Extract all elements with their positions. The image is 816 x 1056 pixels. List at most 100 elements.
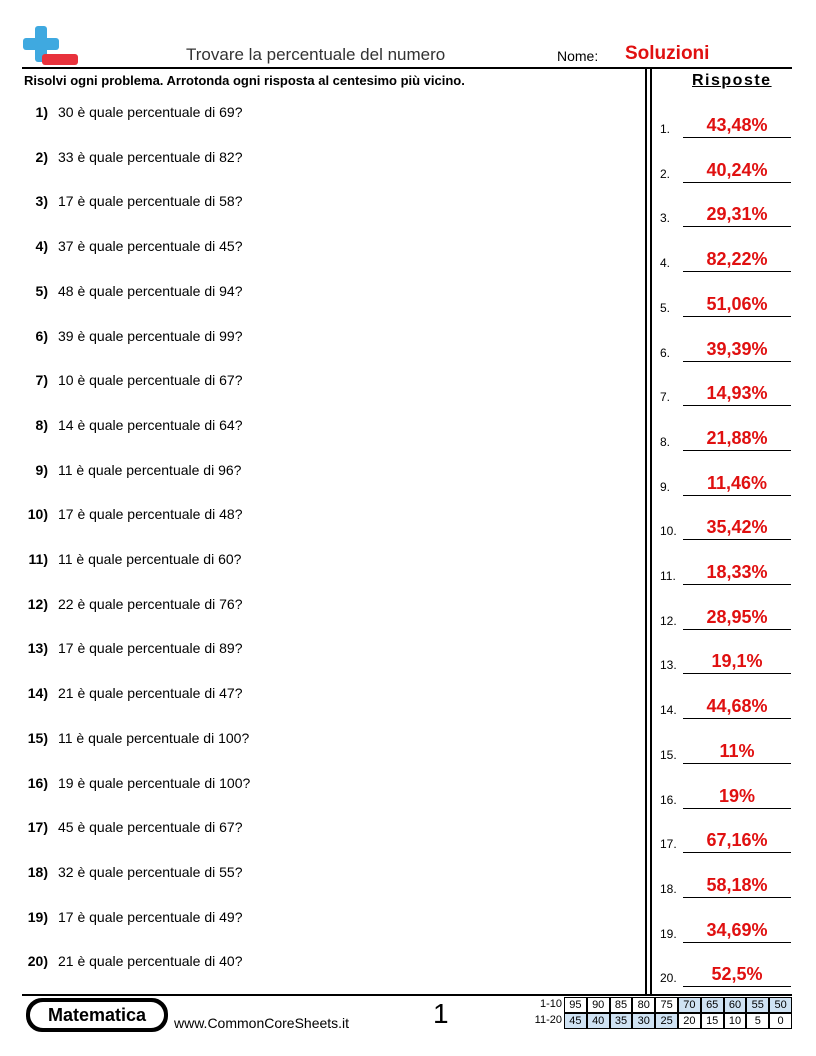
- answer-line: [683, 718, 791, 720]
- answer-value: 21,88%: [706, 427, 768, 448]
- answer-number: 10.: [660, 524, 677, 539]
- score-cell: 5: [746, 1013, 770, 1029]
- title: Trovare la percentuale del numero: [186, 45, 446, 64]
- answer-line: [683, 226, 791, 228]
- problem-text: 10 è quale percentuale di 67?: [58, 372, 243, 389]
- problem-text: 14 è quale percentuale di 64?: [58, 416, 243, 433]
- logo: [23, 26, 78, 65]
- score-cell: 20: [678, 1013, 701, 1029]
- answer-line: [683, 852, 791, 854]
- score-label: 11-20: [534, 1014, 562, 1026]
- problem-number: 13): [27, 640, 48, 657]
- answer-line: [683, 271, 791, 273]
- answer-line: [683, 673, 791, 675]
- answer-number: 5.: [660, 300, 671, 315]
- answer-value: 19,1%: [711, 651, 763, 672]
- answer-line: [683, 449, 791, 451]
- score-cell: 85: [609, 997, 633, 1013]
- divider: [645, 68, 647, 995]
- answer-value: 44,68%: [706, 696, 768, 717]
- problem-text: 48 è quale percentuale di 94?: [58, 282, 243, 299]
- score-cell: 90: [586, 997, 610, 1013]
- answer-number: 17.: [660, 837, 677, 852]
- answer-number: 7.: [660, 390, 671, 405]
- score-cell: 70: [678, 997, 701, 1013]
- answer-number: 20.: [660, 971, 677, 986]
- answer-line: [683, 584, 791, 585]
- problem-text: 39 è quale percentuale di 99?: [58, 327, 243, 344]
- score-cell: 80: [632, 997, 656, 1013]
- answer-value: 52,5%: [711, 964, 763, 985]
- answer-number: 3.: [660, 211, 671, 226]
- answer-number: 1.: [660, 122, 671, 136]
- brand-badge: Matematica: [26, 998, 168, 1032]
- answer-value: 19%: [718, 785, 756, 806]
- problem-text: 33 è quale percentuale di 82?: [58, 148, 243, 165]
- url: www.CommonCoreSheets.it: [174, 1015, 350, 1031]
- problem-text: 11 è quale percentuale di 60?: [58, 551, 242, 567]
- answer-line: [683, 181, 791, 183]
- problem-number: 5): [35, 282, 48, 299]
- answer-number: 12.: [660, 613, 677, 628]
- score-cell: 35: [609, 1013, 633, 1029]
- problem-text: 21 è quale percentuale di 40?: [58, 953, 243, 970]
- answer-number: 14.: [660, 703, 677, 718]
- answer-value: 14,93%: [706, 383, 768, 404]
- score-cell: 25: [655, 1013, 678, 1029]
- problem-text: 37 è quale percentuale di 45?: [58, 238, 243, 255]
- problem-text: 17 è quale percentuale di 48?: [58, 506, 243, 523]
- answer-line: [683, 896, 791, 898]
- answer-number: 4.: [660, 256, 671, 271]
- score-cell: 60: [723, 997, 747, 1013]
- score-cell: 65: [700, 997, 724, 1013]
- problem-text: 19 è quale percentuale di 100?: [58, 774, 251, 791]
- problem-text: 22 è quale percentuale di 76?: [58, 595, 243, 612]
- problem-text: 11 è quale percentuale di 96?: [58, 461, 242, 478]
- answer-line: [683, 405, 791, 407]
- header-rule: [22, 67, 792, 69]
- answer-value: 82,22%: [706, 249, 768, 270]
- score-cell: 15: [700, 1013, 724, 1029]
- answer-line: [683, 762, 791, 764]
- answer-value: 67,16%: [706, 830, 768, 851]
- answer-value: 51,06%: [706, 293, 768, 314]
- problem-text: 11 è quale percentuale di 100?: [58, 729, 250, 746]
- problem-number: 9): [35, 461, 48, 478]
- problem-number: 19): [27, 908, 48, 925]
- answer-number: 2.: [660, 166, 671, 181]
- answer-line: [683, 539, 791, 541]
- answer-line: [683, 315, 791, 317]
- answer-number: 8.: [660, 434, 671, 449]
- answer-value: 11%: [719, 740, 755, 761]
- problem-number: 15): [27, 729, 48, 746]
- answer-line: [683, 807, 791, 809]
- answer-line: [683, 941, 791, 943]
- answer-line: [683, 628, 791, 630]
- answer-number: 15.: [660, 747, 677, 762]
- problem-number: 8): [35, 416, 48, 433]
- answer-value: 35,42%: [706, 517, 768, 538]
- answer-number: 16.: [660, 792, 677, 807]
- score-cell: 45: [564, 1013, 587, 1029]
- answer-number: 6.: [660, 345, 671, 360]
- score-cell: 30: [632, 1013, 656, 1029]
- page-number: 1: [433, 998, 449, 1029]
- answer-number: 11.: [660, 569, 676, 583]
- problem-number: 14): [27, 685, 48, 702]
- problem-number: 4): [35, 238, 48, 255]
- score-cell: 75: [655, 997, 678, 1013]
- answer-line: [683, 137, 791, 138]
- answer-value: 11,46%: [706, 472, 768, 493]
- problem-number: 11): [28, 551, 48, 567]
- answer-number: 13.: [660, 658, 677, 673]
- answer-value: 28,95%: [706, 606, 768, 627]
- problem-text: 17 è quale percentuale di 58?: [58, 193, 243, 210]
- problem-text: 32 è quale percentuale di 55?: [58, 863, 243, 880]
- problem-number: 6): [35, 327, 48, 344]
- answer-value: 40,24%: [706, 159, 768, 180]
- problem-number: 2): [35, 148, 48, 165]
- score-cell: 0: [769, 1013, 792, 1029]
- problem-number: 7): [35, 372, 48, 389]
- divider: [650, 68, 652, 995]
